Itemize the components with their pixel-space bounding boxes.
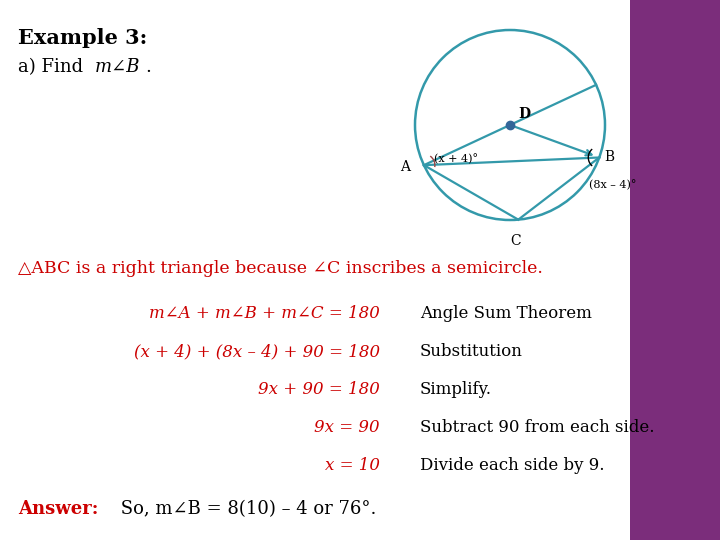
- Text: Example 3:: Example 3:: [18, 28, 148, 48]
- Text: D: D: [518, 107, 530, 121]
- Text: (x + 4) + (8x – 4) + 90 = 180: (x + 4) + (8x – 4) + 90 = 180: [134, 343, 380, 360]
- Text: Subtract 90 from each side.: Subtract 90 from each side.: [420, 419, 654, 436]
- Bar: [630, 0, 720, 540]
- Text: So, m∠B = 8(10) – 4 or 76°.: So, m∠B = 8(10) – 4 or 76°.: [115, 500, 377, 518]
- Text: Angle Sum Theorem: Angle Sum Theorem: [420, 305, 592, 322]
- Text: Answer:: Answer:: [18, 500, 99, 518]
- Text: B: B: [604, 151, 614, 165]
- Text: Simplify.: Simplify.: [420, 381, 492, 398]
- Text: m∠A + m∠B + m∠C = 180: m∠A + m∠B + m∠C = 180: [149, 305, 380, 322]
- Text: a) Find: a) Find: [18, 58, 89, 76]
- Text: A: A: [400, 160, 410, 174]
- Text: (x + 4)°: (x + 4)°: [434, 153, 478, 164]
- Text: Divide each side by 9.: Divide each side by 9.: [420, 457, 605, 474]
- Text: (8x – 4)°: (8x – 4)°: [589, 179, 636, 190]
- Text: .: .: [145, 58, 151, 76]
- Text: 9x = 90: 9x = 90: [315, 419, 380, 436]
- Text: C: C: [510, 234, 521, 248]
- Text: △ABC is a right triangle because ∠C inscribes a semicircle.: △ABC is a right triangle because ∠C insc…: [18, 260, 543, 277]
- Text: 9x + 90 = 180: 9x + 90 = 180: [258, 381, 380, 398]
- Text: m∠B: m∠B: [95, 58, 140, 76]
- Text: x = 10: x = 10: [325, 457, 380, 474]
- Text: Substitution: Substitution: [420, 343, 523, 360]
